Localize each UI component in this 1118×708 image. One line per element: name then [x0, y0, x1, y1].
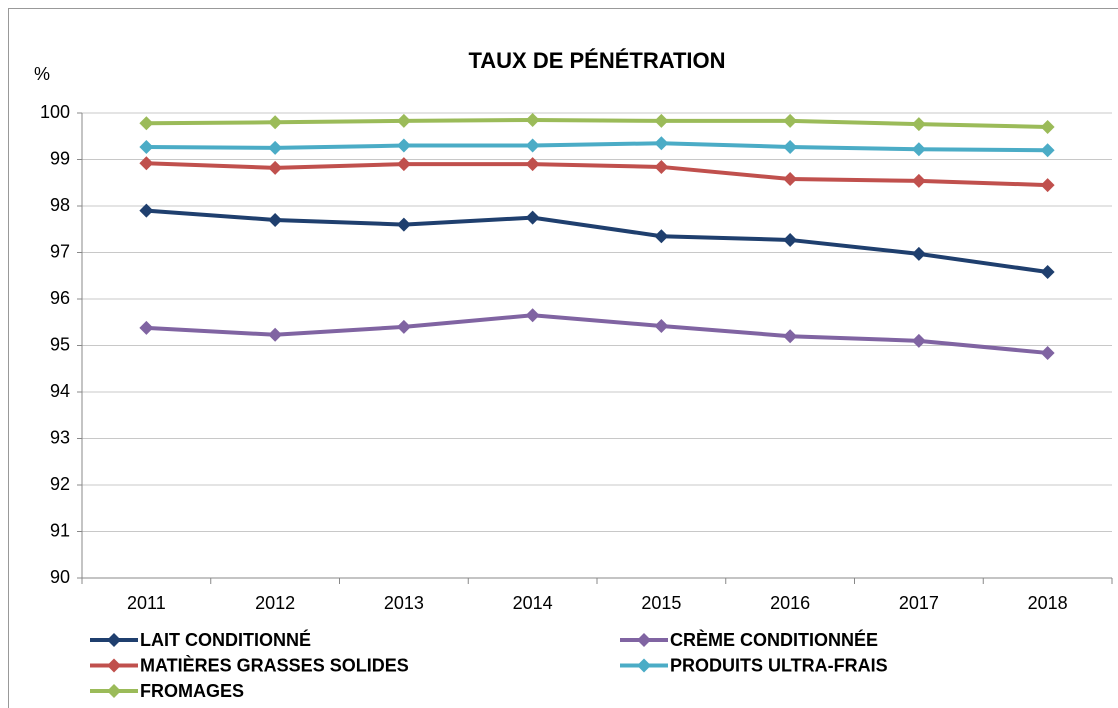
data-point [911, 333, 926, 348]
data-point [911, 117, 926, 132]
x-tick-label: 2012 [255, 593, 295, 613]
data-point [1040, 345, 1055, 360]
x-tick-label: 2014 [513, 593, 553, 613]
data-point [783, 232, 798, 247]
data-point [396, 157, 411, 172]
data-point [654, 229, 669, 244]
data-point [396, 319, 411, 334]
data-point [654, 318, 669, 333]
data-point [396, 217, 411, 232]
x-tick-label: 2011 [127, 593, 166, 613]
x-tick-label: 2013 [384, 593, 424, 613]
data-point [268, 160, 283, 175]
series-line [146, 117, 1048, 129]
data-point [911, 173, 926, 188]
series-line [146, 141, 1048, 153]
y-tick-label: 92 [50, 474, 70, 494]
legend-label: LAIT CONDITIONNÉ [140, 629, 311, 650]
y-tick-label: 94 [50, 381, 70, 401]
y-tick-label: 100 [40, 102, 70, 122]
data-point [1040, 178, 1055, 193]
data-point [654, 136, 669, 151]
data-point [268, 140, 283, 155]
y-axis-label: % [34, 64, 50, 84]
legend-marker [637, 633, 651, 647]
chart-title: TAUX DE PÉNÉTRATION [468, 48, 725, 73]
data-point [654, 159, 669, 174]
legend-marker [107, 633, 121, 647]
legend-label: CRÈME CONDITIONNÉE [670, 629, 878, 650]
y-tick-label: 97 [50, 241, 70, 261]
data-point [396, 113, 411, 128]
data-point [911, 246, 926, 261]
data-point [783, 139, 798, 154]
legend-marker [107, 658, 121, 673]
data-point [139, 320, 154, 335]
data-point [268, 212, 283, 227]
series-line [146, 313, 1048, 355]
series-line [146, 208, 1048, 275]
data-point [525, 112, 540, 127]
data-point [1040, 265, 1055, 280]
data-point [139, 156, 154, 171]
legend-marker [107, 684, 121, 698]
y-tick-label: 91 [50, 520, 70, 540]
legend-marker [637, 658, 651, 673]
y-tick-label: 90 [50, 567, 70, 587]
data-point [139, 116, 154, 131]
data-point [139, 139, 154, 154]
x-tick-label: 2017 [899, 593, 939, 613]
data-point [525, 210, 540, 225]
data-point [783, 329, 798, 344]
data-point [396, 138, 411, 153]
data-point [268, 115, 283, 130]
legend-label: FROMAGES [140, 681, 244, 701]
data-point [911, 142, 926, 157]
data-point [783, 113, 798, 128]
data-point [1040, 143, 1055, 158]
y-tick-label: 95 [50, 334, 70, 354]
data-point [783, 172, 798, 187]
y-tick-label: 93 [50, 427, 70, 447]
legend-label: PRODUITS ULTRA-FRAIS [670, 655, 888, 675]
data-point [268, 327, 283, 342]
series-line [146, 161, 1048, 188]
x-tick-label: 2018 [1028, 593, 1068, 613]
y-tick-label: 99 [50, 148, 70, 168]
data-point [525, 138, 540, 153]
data-point [525, 157, 540, 172]
data-point [525, 308, 540, 323]
data-point [654, 113, 669, 128]
data-point [1040, 119, 1055, 134]
legend-label: MATIÈRES GRASSES SOLIDES [140, 654, 409, 675]
x-tick-label: 2016 [770, 593, 810, 613]
data-point [139, 203, 154, 218]
y-tick-label: 96 [50, 288, 70, 308]
x-tick-label: 2015 [641, 593, 681, 613]
y-tick-label: 98 [50, 195, 70, 215]
